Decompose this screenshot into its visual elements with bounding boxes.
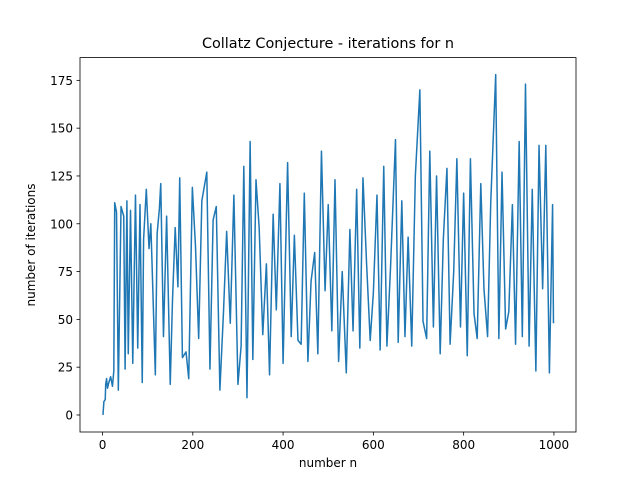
y-tick-label: 0: [65, 408, 73, 422]
x-tick-label: 600: [362, 438, 385, 452]
x-tick-label: 0: [99, 438, 107, 452]
y-tick-label: 100: [50, 217, 73, 231]
chart-title: Collatz Conjecture - iterations for n: [202, 36, 454, 52]
x-tick-label: 400: [272, 438, 295, 452]
x-tick-label: 1000: [539, 438, 570, 452]
x-tick-label: 200: [181, 438, 204, 452]
y-axis-label: number of iterations: [24, 184, 38, 307]
x-tick-label: 800: [452, 438, 475, 452]
y-tick-label: 175: [50, 74, 73, 88]
y-tick-label: 75: [58, 265, 73, 279]
x-axis-label: number n: [299, 456, 357, 470]
y-tick-label: 125: [50, 169, 73, 183]
plot-frame: [79, 57, 577, 433]
y-tick-label: 25: [58, 361, 73, 375]
y-tick-label: 50: [58, 313, 73, 327]
line-series: [102, 73, 555, 416]
y-tick-label: 150: [50, 122, 73, 136]
